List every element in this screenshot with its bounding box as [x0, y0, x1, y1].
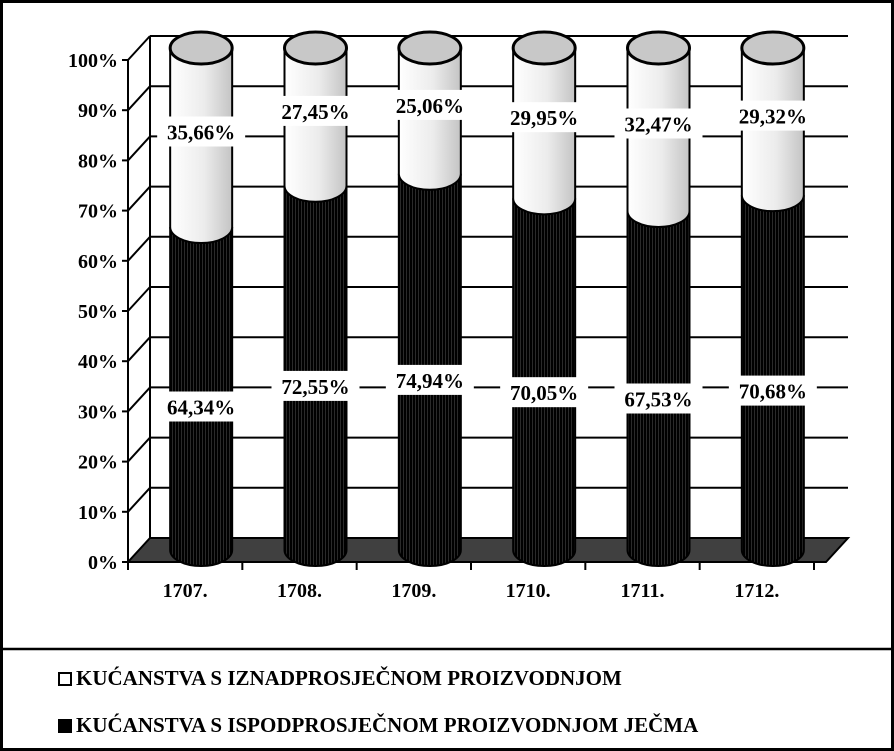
wall-gridline — [127, 286, 151, 312]
legend-item-above-average: KUĆANSTVA S IZNADPROSJEČNOM PROIZVODNJOM — [58, 666, 622, 691]
wall-gridline — [127, 85, 151, 111]
wall-gridline — [127, 386, 151, 413]
legend-item-below-average: KUĆANSTVA S ISPODPROSJEČNOM PROIZVODNJOM… — [58, 713, 698, 738]
data-label-below-average: 70,05% — [510, 381, 578, 405]
data-marks: 64,34% 35,66% 72,55% 27,45% 74,94% 25,06% 70,0… — [157, 30, 817, 567]
data-label-background — [157, 391, 246, 422]
data-label-below-average: 72,55% — [281, 375, 349, 399]
y-tick-label: 80% — [78, 150, 118, 172]
x-tick-label: 1712. — [734, 580, 779, 602]
data-label-above-average: 29,32% — [739, 105, 807, 129]
data-label-above-average: 25,06% — [396, 94, 464, 118]
data-label-background — [385, 89, 474, 120]
cylinder-1708.: 72,55% 27,45% — [271, 30, 360, 567]
wall-gridline — [127, 336, 151, 362]
x-tick-label: 1708. — [277, 580, 322, 602]
y-tick-label: 70% — [78, 201, 118, 223]
cylinder-top-cap — [397, 30, 463, 66]
data-label-above-average: 27,45% — [281, 100, 349, 124]
x-tick-label: 1710. — [506, 580, 551, 602]
cylinder-top-cap — [283, 30, 348, 66]
data-label-below-average: 67,53% — [624, 387, 692, 411]
data-label-background — [385, 364, 474, 395]
legend-label-above-average: KUĆANSTVA S IZNADPROSJEČNOM PROIZVODNJOM — [76, 666, 622, 690]
cylinder-top-cap — [168, 30, 234, 66]
y-tick-label: 100% — [68, 50, 118, 72]
cylinder-top-cap — [740, 30, 806, 66]
data-label-above-average: 32,47% — [624, 112, 692, 136]
wall-gridline — [127, 35, 151, 61]
data-label-below-average: 70,68% — [739, 380, 807, 404]
y-tick-label: 20% — [78, 452, 118, 474]
data-label-background — [271, 95, 360, 126]
cylinder-1711.: 67,53% 32,47% — [614, 30, 703, 567]
x-tick-label: 1709. — [391, 580, 436, 602]
y-tick-label: 50% — [78, 301, 118, 323]
data-label-background — [614, 108, 703, 139]
wall-gridline — [127, 185, 151, 212]
y-tick-label: 0% — [88, 552, 118, 574]
data-label-background — [271, 370, 360, 401]
data-label-background — [500, 377, 589, 408]
wall-gridline — [127, 487, 151, 513]
data-label-background — [500, 102, 589, 133]
cylinder-1709.: 74,94% 25,06% — [385, 30, 474, 567]
data-label-background — [728, 100, 817, 131]
y-tick-label: 60% — [78, 251, 118, 273]
data-label-below-average: 74,94% — [396, 369, 464, 393]
data-label-background — [614, 383, 703, 414]
wall-gridline — [127, 135, 151, 162]
x-tick-label: 1711. — [621, 580, 665, 602]
wall-gridline — [127, 436, 151, 463]
cylinder-1712.: 70,68% 29,32% — [728, 30, 817, 567]
legend-label-below-average: KUĆANSTVA S ISPODPROSJEČNOM PROIZVODNJOM… — [76, 713, 699, 737]
y-tick-label: 30% — [78, 401, 118, 423]
y-tick-label: 40% — [78, 351, 118, 373]
legend-swatch-dark — [58, 718, 72, 733]
cylinder-1707.: 64,34% 35,66% — [157, 30, 246, 567]
data-label-below-average: 64,34% — [167, 396, 235, 420]
data-label-background — [157, 116, 246, 147]
cylinder-1710.: 70,05% 29,95% — [500, 30, 589, 567]
data-label-above-average: 29,95% — [510, 106, 578, 130]
data-label-background — [728, 375, 817, 406]
legend-swatch-light — [58, 671, 72, 686]
y-tick-label: 90% — [78, 100, 118, 122]
y-tick-label: 10% — [78, 502, 118, 524]
wall-gridline — [127, 236, 151, 262]
chart-floor — [125, 537, 851, 563]
cylinder-top-cap — [626, 30, 691, 66]
cylinder-top-cap — [511, 30, 577, 66]
data-label-above-average: 35,66% — [167, 121, 235, 145]
x-tick-label: 1707. — [163, 580, 208, 602]
